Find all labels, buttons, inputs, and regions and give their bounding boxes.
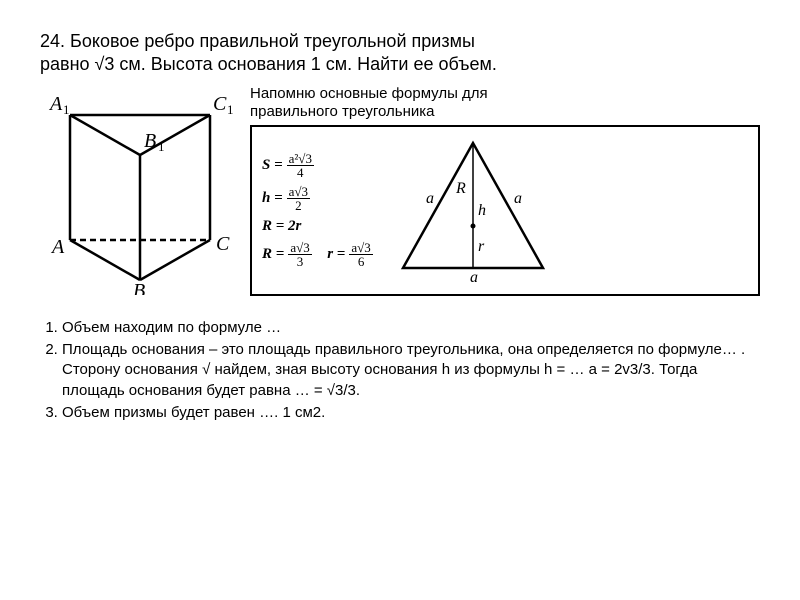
- label-a: A: [50, 236, 65, 258]
- formula-h-num: a√3: [287, 185, 310, 199]
- formula-h-eq: h =: [262, 190, 283, 206]
- triangle-svg: a a a R h r: [388, 133, 558, 283]
- reminder-text: Напомню основные формулы для правильного…: [250, 85, 760, 121]
- formula-h-den: 2: [293, 199, 304, 212]
- formula-R-num: a√3: [288, 241, 311, 255]
- problem-text-1: Боковое ребро правильной треугольной при…: [70, 31, 475, 51]
- prism-svg: A 1 C 1 B 1 A C B: [40, 85, 240, 295]
- formula-R-eq: R =: [262, 246, 284, 262]
- formula-area: S = a²√3 4: [262, 152, 373, 179]
- prism-diagram: A 1 C 1 B 1 A C B: [40, 85, 240, 300]
- label-c1: C: [213, 93, 227, 115]
- formulas-list: S = a²√3 4 h = a√3 2 R = 2r: [262, 152, 373, 268]
- formula-s-eq: S =: [262, 157, 283, 173]
- tri-a-right: a: [514, 190, 522, 207]
- formula-r-den: 6: [356, 255, 367, 268]
- triangle-diagram: a a a R h r: [388, 133, 558, 288]
- formula-r2r-text: R = 2r: [262, 218, 301, 234]
- svg-text:1: 1: [227, 102, 234, 117]
- formulas-column: Напомню основные формулы для правильного…: [250, 85, 760, 300]
- problem-title: 24. Боковое ребро правильной треугольной…: [40, 30, 760, 77]
- tri-R-label: R: [455, 180, 466, 197]
- solution-steps: Объем находим по формуле … Площадь основ…: [40, 318, 760, 423]
- label-c: C: [216, 233, 230, 255]
- label-b: B: [133, 280, 145, 295]
- tri-r-label: r: [478, 238, 485, 255]
- step-2: Площадь основания – это площадь правильн…: [62, 340, 760, 401]
- tri-a-bottom: a: [470, 269, 478, 283]
- tri-h-label: h: [478, 202, 486, 219]
- formula-s-den: 4: [295, 166, 306, 179]
- step-1: Объем находим по формуле …: [62, 318, 760, 338]
- formula-radii: R = a√3 3 r = a√3 6: [262, 241, 373, 268]
- svg-text:1: 1: [63, 102, 70, 117]
- problem-text-2: равно √3 см. Высота основания 1 см. Найт…: [40, 54, 497, 74]
- label-a1: A: [48, 93, 63, 115]
- formula-s-num: a²√3: [287, 152, 314, 166]
- formula-r-eq: r =: [327, 246, 345, 262]
- formula-box: S = a²√3 4 h = a√3 2 R = 2r: [250, 125, 760, 296]
- formula-height: h = a√3 2: [262, 185, 373, 212]
- step-3: Объем призмы будет равен …. 1 см2.: [62, 403, 760, 423]
- svg-text:1: 1: [158, 139, 165, 154]
- problem-number: 24.: [40, 31, 65, 51]
- reminder-line1: Напомню основные формулы для: [250, 85, 488, 102]
- formula-R-den: 3: [295, 255, 306, 268]
- formula-r2r: R = 2r: [262, 218, 373, 235]
- reminder-line2: правильного треугольника: [250, 103, 435, 120]
- content-row: A 1 C 1 B 1 A C B Напомню основные форму…: [40, 85, 760, 300]
- label-b1: B: [144, 130, 156, 152]
- formula-r-num: a√3: [349, 241, 372, 255]
- tri-a-left: a: [426, 190, 434, 207]
